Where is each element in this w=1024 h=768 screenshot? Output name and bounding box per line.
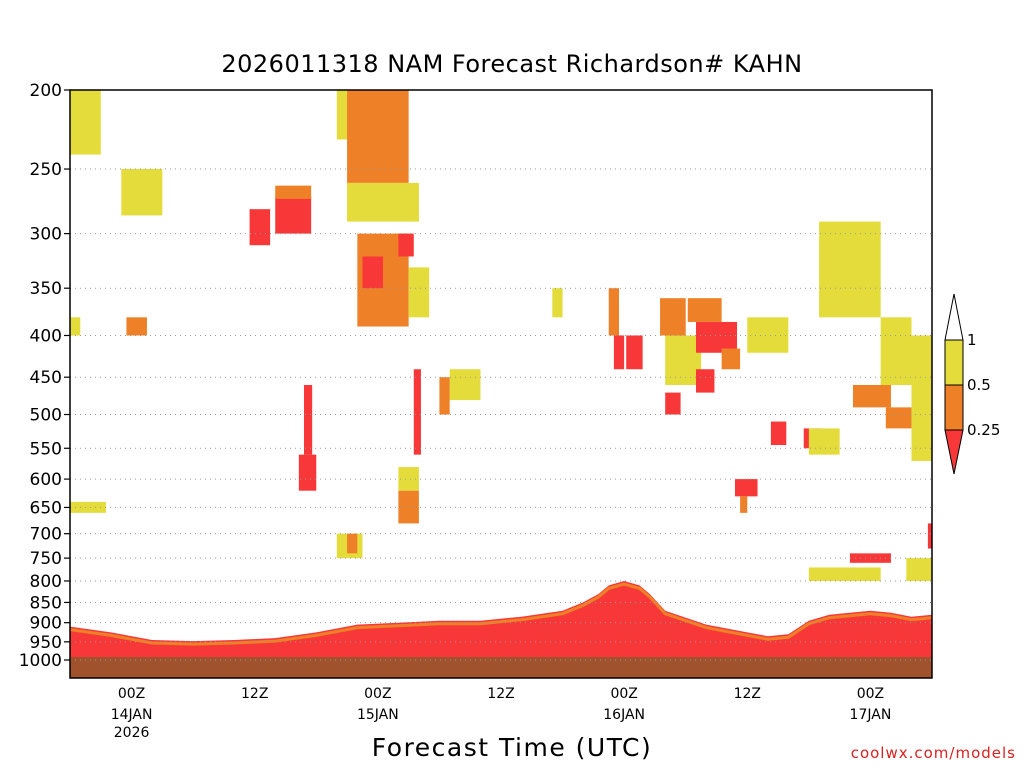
colorbar-segment [944,384,964,431]
heatmap-cell [362,256,383,289]
colorbar-segment [944,339,964,386]
y-tick-label: 500 [30,406,62,426]
x-tick-label: 00Z [857,686,884,702]
heatmap-cell [552,288,563,318]
x-tick-sublabel: 16JAN [603,707,645,723]
x-tick-label: 00Z [118,686,145,702]
heatmap-cell [721,348,741,370]
y-tick-label: 900 [30,614,62,634]
heatmap-cell [275,185,312,199]
heatmap-cell [819,221,881,318]
heatmap-cell [303,384,313,455]
heatmap-cell [398,490,419,524]
y-tick-label: 450 [30,368,62,388]
y-tick-label: 200 [30,81,62,101]
y-tick-label: 950 [30,633,62,653]
heatmap-cell [449,369,481,401]
heatmap-cell [695,321,738,353]
heatmap-cell [439,377,450,415]
colorbar-segment [944,429,964,475]
y-tick-label: 1000 [19,651,62,671]
y-tick-label: 350 [30,279,62,299]
heatmap-cell [808,567,881,581]
colorbar-tick-label: 1 [967,331,977,349]
colorbar-tick-label: 0.25 [967,421,1000,439]
heatmap-cell [275,196,312,234]
heatmap-cell [613,335,625,370]
ground-strip [70,657,932,678]
heatmap-cell [70,501,106,513]
heatmap-cell [398,233,414,257]
y-tick-label: 300 [30,225,62,245]
heatmap-cell [911,335,932,461]
y-axis-ticks: 200 250 300 350 400 450 500 550 600 650 700 750 8008… [19,81,70,671]
x-tick-label: 12Z [241,686,268,702]
y-tick-label: 600 [30,470,62,490]
heatmap-cell [808,428,840,455]
colorbar-segment [944,293,964,341]
heatmap-cell [347,90,409,183]
heatmap-cell [70,90,101,155]
x-tick-sublabel: 14JAN [111,707,153,723]
colorbar-tick-label: 0.5 [967,376,991,394]
heatmap-cell [413,369,421,455]
heatmap-cell [249,209,271,246]
heatmap-cell [734,479,758,497]
heatmap-cell [408,267,430,318]
y-tick-label: 250 [30,160,62,180]
y-tick-label: 700 [30,525,62,545]
x-tick-label: 00Z [610,686,637,702]
heatmap-cell [347,533,358,554]
x-tick-sublabel: 17JAN [850,707,892,723]
boundary-layer-band [70,581,932,657]
heatmap-cell [126,317,147,336]
y-tick-label: 550 [30,439,62,459]
heatmap-cell [906,558,932,581]
heatmap-cell [687,298,722,322]
heatmap-cell [121,169,163,216]
x-tick-label: 00Z [364,686,391,702]
heatmap-cell [770,421,787,446]
y-tick-label: 850 [30,593,62,613]
y-tick-label: 750 [30,549,62,569]
x-tick-label: 12Z [487,686,514,702]
pressure-gridlines [70,168,932,661]
heatmap-cell [70,317,81,336]
heatmap-cell [927,523,932,549]
heatmap-cell [660,298,686,336]
heatmap-cell [398,467,419,491]
colorbar-legend: 1 0.5 0.25 [944,293,1000,475]
heatmap-cell [747,317,789,353]
heatmap-cell [626,335,643,370]
boundary-layer-edge [70,582,932,646]
chart-title: 2026011318 NAM Forecast Richardson# KAHN [221,50,803,78]
plot-frame [69,89,933,679]
heatmap-cell [885,407,912,429]
heatmap-cell [852,384,891,408]
x-tick-label: 12Z [734,686,761,702]
x-axis-label: Forecast Time (UTC) [371,733,653,762]
x-axis-ticks: 00Z 14JAN 2026 12Z 00Z 15JAN 12Z 00Z 16JAN 12Z 00Z… [111,686,892,741]
heatmap-cell [347,182,419,222]
heatmap-cells [70,90,932,678]
x-tick-sublabel: 15JAN [357,707,399,723]
heatmap-cell [298,454,317,491]
heatmap-cell [608,288,620,336]
x-tick-sublabel: 2026 [114,725,150,741]
heatmap-cell [695,369,715,393]
y-tick-label: 400 [30,326,62,346]
heatmap-cell [740,496,748,513]
source-credit: coolwx.com/models [850,744,1016,762]
heatmap-cell [880,317,912,385]
y-tick-label: 650 [30,498,62,518]
y-tick-label: 800 [30,572,62,592]
heatmap-cell [665,392,681,415]
